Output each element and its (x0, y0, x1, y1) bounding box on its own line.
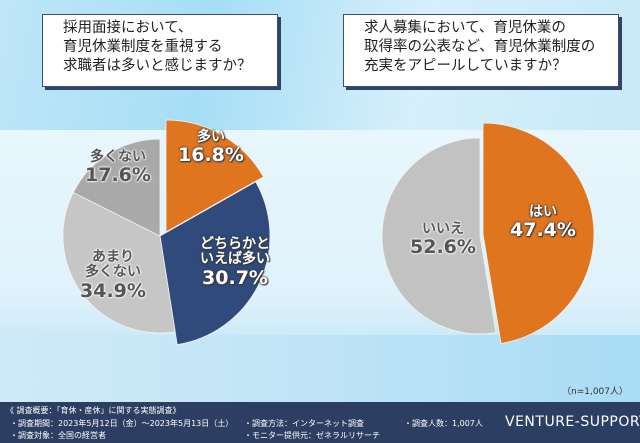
background-band-bottom (0, 335, 640, 402)
survey-method: ・調査方法：インターネット調査 (244, 419, 364, 428)
slice-label-not-many: 多くない 17.6% (85, 149, 151, 187)
survey-provider: ・モニター提供元：ゼネラルリサーチ (244, 431, 380, 440)
slice-label-not-very-many: あまり 多くない 34.9% (80, 249, 146, 302)
question-line: 求職者は多いと感じますか？ (63, 58, 252, 74)
question-line: 充実をアピールしていますか？ (364, 58, 567, 74)
survey-footer: 《 調査概要：「育休・産休」に関する実態調査》 ・調査期間：2023年5月12日… (0, 402, 640, 443)
slice-label-many: 多い 16.8% (178, 129, 244, 167)
survey-period: ・調査期間：2023年5月12日（金）〜2023年5月13日（土） (10, 419, 234, 428)
question-box-right: 求人募集において、育児休業の 取得率の公表など、育児休業制度の 充実をアピールし… (343, 14, 619, 87)
pie-slice-0-2 (62, 191, 176, 334)
pie-slice-1-0 (482, 122, 595, 344)
survey-target: ・調査対象：全国の経営者 (10, 431, 106, 440)
survey-heading: 《 調査概要：「育休・産休」に関する実態調査》 (6, 406, 181, 415)
question-line: 採用面接において、 (63, 20, 193, 36)
survey-count: ・調査人数：1,007人 (404, 419, 483, 428)
pie-slice-1-1 (381, 137, 497, 335)
brand-logo: VENTURE-SUPPORT (505, 414, 640, 430)
question-box-left: 採用面接において、 育児休業制度を重視する 求職者は多いと感じますか？ (42, 14, 278, 87)
question-line: 取得率の公表など、育児休業制度の (364, 39, 596, 55)
pie-slice-0-3 (72, 138, 161, 237)
pie-slice-0-0 (165, 119, 265, 233)
slice-label-yes: はい 47.4% (510, 204, 576, 242)
sample-size: （n=1,007人） (561, 387, 628, 397)
pie-slice-0-1 (159, 181, 271, 346)
question-line: 求人募集において、育児休業の (364, 20, 566, 36)
slice-label-somewhat-many: どちらかと いえば多い 30.7% (200, 236, 270, 289)
question-line: 育児休業制度を重視する (63, 39, 223, 55)
slice-label-no: いいえ 52.6% (410, 221, 476, 259)
